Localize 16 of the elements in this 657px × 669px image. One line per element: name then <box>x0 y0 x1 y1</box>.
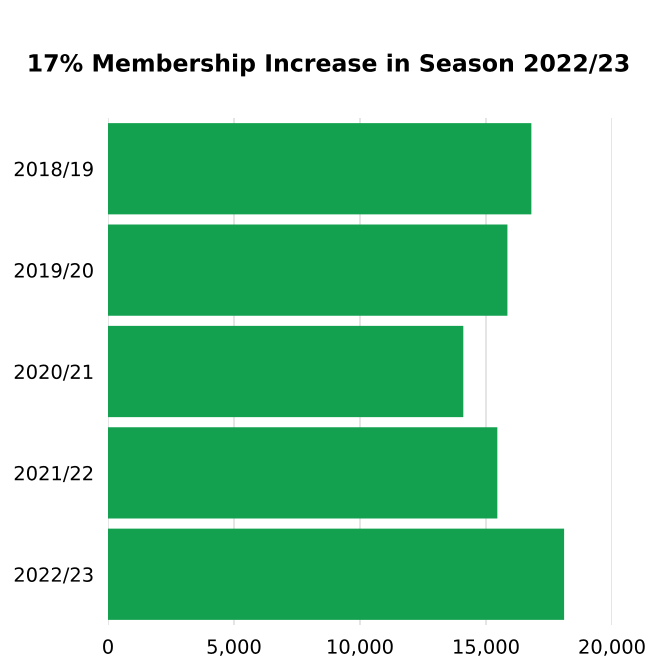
y-tick-label: 2021/22 <box>14 466 92 482</box>
y-tick-label: 2020/21 <box>14 364 92 381</box>
bar <box>108 427 498 519</box>
bar <box>108 224 508 316</box>
y-tick-label: 2022/23 <box>14 567 93 584</box>
bar <box>108 528 564 620</box>
bar <box>108 326 464 418</box>
chart-title: 17% Membership Increase in Season 2022/23 <box>29 54 628 76</box>
x-tick-label: 15,000 <box>454 639 519 656</box>
x-tick-label: 0 <box>103 639 113 654</box>
x-tick-label: 5,000 <box>208 639 261 656</box>
y-tick-label: 2018/19 <box>14 162 93 178</box>
y-tick-label: 2019/20 <box>14 263 93 280</box>
bar <box>108 123 532 214</box>
x-tick-label: 20,000 <box>579 639 645 656</box>
x-tick-label: 10,000 <box>328 639 393 656</box>
